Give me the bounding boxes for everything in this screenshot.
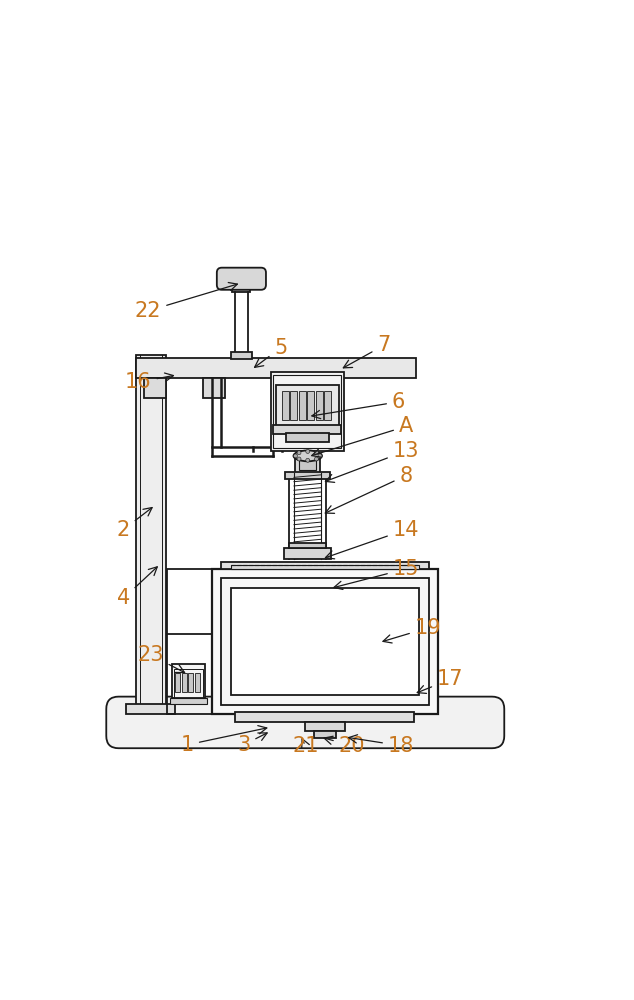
FancyBboxPatch shape <box>299 391 306 420</box>
Circle shape <box>297 457 301 461</box>
FancyBboxPatch shape <box>235 712 415 722</box>
FancyBboxPatch shape <box>182 673 187 692</box>
Text: 21: 21 <box>292 736 318 756</box>
Text: 15: 15 <box>334 559 419 589</box>
FancyBboxPatch shape <box>306 722 345 731</box>
FancyBboxPatch shape <box>144 378 166 398</box>
Text: 23: 23 <box>137 645 184 673</box>
FancyBboxPatch shape <box>302 579 314 586</box>
Text: 7: 7 <box>344 335 391 368</box>
FancyBboxPatch shape <box>289 543 327 548</box>
Text: 5: 5 <box>255 338 287 367</box>
FancyBboxPatch shape <box>284 548 332 559</box>
FancyBboxPatch shape <box>290 391 297 420</box>
FancyBboxPatch shape <box>136 358 416 378</box>
FancyBboxPatch shape <box>316 391 323 420</box>
Circle shape <box>314 457 318 461</box>
FancyBboxPatch shape <box>231 588 419 695</box>
FancyBboxPatch shape <box>221 562 429 569</box>
Ellipse shape <box>294 450 322 461</box>
Circle shape <box>318 454 322 458</box>
Text: 22: 22 <box>135 283 237 321</box>
FancyBboxPatch shape <box>126 704 175 714</box>
Text: 14: 14 <box>325 520 419 559</box>
FancyBboxPatch shape <box>299 568 316 580</box>
Circle shape <box>306 458 309 462</box>
FancyBboxPatch shape <box>231 565 419 569</box>
Text: 18: 18 <box>349 735 414 756</box>
Circle shape <box>297 451 301 455</box>
Text: 2: 2 <box>117 508 152 540</box>
FancyBboxPatch shape <box>324 391 332 420</box>
FancyBboxPatch shape <box>195 673 200 692</box>
FancyBboxPatch shape <box>285 472 330 479</box>
Text: 16: 16 <box>125 372 174 392</box>
FancyBboxPatch shape <box>233 285 250 292</box>
Circle shape <box>294 454 297 458</box>
Text: 19: 19 <box>383 618 441 643</box>
FancyBboxPatch shape <box>231 352 252 359</box>
FancyBboxPatch shape <box>170 698 207 704</box>
FancyBboxPatch shape <box>136 355 166 709</box>
FancyBboxPatch shape <box>188 673 193 692</box>
FancyBboxPatch shape <box>285 433 329 442</box>
FancyBboxPatch shape <box>307 391 314 420</box>
FancyBboxPatch shape <box>107 697 504 748</box>
Text: 20: 20 <box>324 736 365 756</box>
Circle shape <box>306 449 309 453</box>
Text: 3: 3 <box>237 733 267 755</box>
FancyBboxPatch shape <box>203 378 225 398</box>
Text: 8: 8 <box>325 466 413 513</box>
Text: 1: 1 <box>181 726 267 755</box>
FancyBboxPatch shape <box>299 458 316 470</box>
FancyBboxPatch shape <box>276 385 339 426</box>
FancyBboxPatch shape <box>314 731 336 738</box>
FancyBboxPatch shape <box>217 268 266 290</box>
FancyBboxPatch shape <box>271 372 344 451</box>
Text: 17: 17 <box>417 669 463 693</box>
FancyBboxPatch shape <box>295 455 320 473</box>
Text: 13: 13 <box>325 441 419 482</box>
Circle shape <box>314 451 318 455</box>
Text: 6: 6 <box>312 392 405 419</box>
Text: A: A <box>312 416 413 457</box>
Text: 4: 4 <box>117 567 157 608</box>
FancyBboxPatch shape <box>273 425 341 434</box>
FancyBboxPatch shape <box>172 664 205 698</box>
FancyBboxPatch shape <box>281 391 288 420</box>
FancyBboxPatch shape <box>175 673 180 692</box>
FancyBboxPatch shape <box>212 569 438 714</box>
